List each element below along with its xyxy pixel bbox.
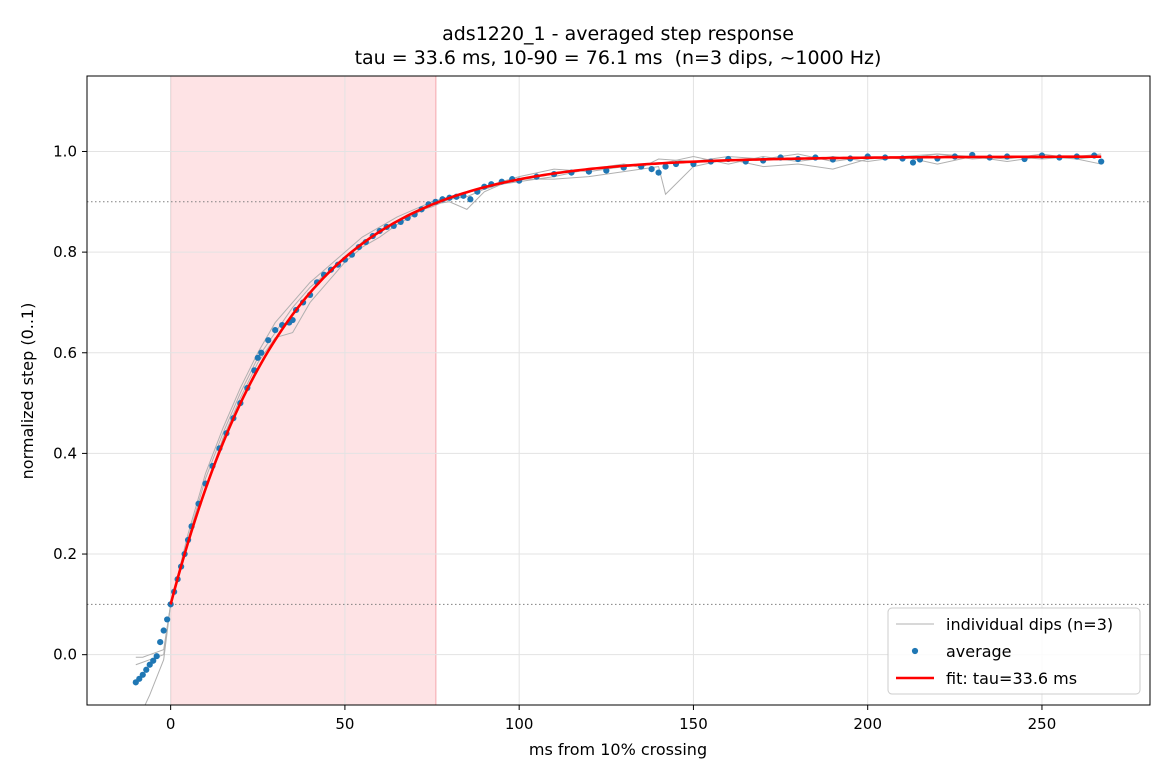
average-point [258,349,265,356]
average-point [146,661,153,668]
y-tick-label: 0.4 [53,444,77,462]
y-tick-label: 0.0 [53,646,77,664]
average-point [160,627,167,634]
average-point [467,196,474,203]
average-point [272,327,279,334]
average-point [139,671,146,678]
y-tick-label: 0.2 [53,545,77,563]
average-point [655,169,662,176]
shaded-span [170,75,437,706]
average-point [254,354,261,361]
y-tick-label: 1.0 [53,142,77,160]
x-tick-label: 150 [679,715,708,733]
average-point [143,666,150,673]
y-axis-label: normalized step (0..1) [18,303,37,480]
x-tick-label: 50 [335,715,354,733]
average-point [153,653,160,660]
average-point [662,163,669,170]
y-tick-label: 0.8 [53,243,77,261]
y-tick-label: 0.6 [53,344,77,362]
axes-frame [86,75,1151,706]
chart-subtitle: tau = 33.6 ms, 10-90 = 76.1 ms (n=3 dips… [355,47,882,69]
average-point [157,639,164,646]
average-point [265,337,272,344]
x-tick-label: 250 [1028,715,1057,733]
x-tick-label: 0 [166,715,176,733]
average-point [909,159,917,166]
x-tick-label: 200 [853,715,882,733]
chart-title: ads1220_1 - averaged step response [442,23,794,45]
data-layer [132,151,1105,705]
average-point [136,675,143,682]
legend-box [887,607,1141,695]
x-axis-label: ms from 10% crossing [529,740,707,759]
average-point [1098,158,1105,165]
average-point [164,616,171,623]
legend-label-0: individual dips (n=3) [946,615,1113,634]
average-point [603,167,610,174]
average-point [648,165,655,173]
fit-curve [169,155,1102,605]
x-tick-label: 100 [505,715,534,733]
legend: individual dips (n=3) average fit: tau=33.… [887,607,1141,695]
legend-label-1: average [946,642,1012,661]
legend-swatch-1 [911,647,919,655]
legend-label-2: fit: tau=33.6 ms [946,669,1077,688]
average-point [150,657,157,664]
